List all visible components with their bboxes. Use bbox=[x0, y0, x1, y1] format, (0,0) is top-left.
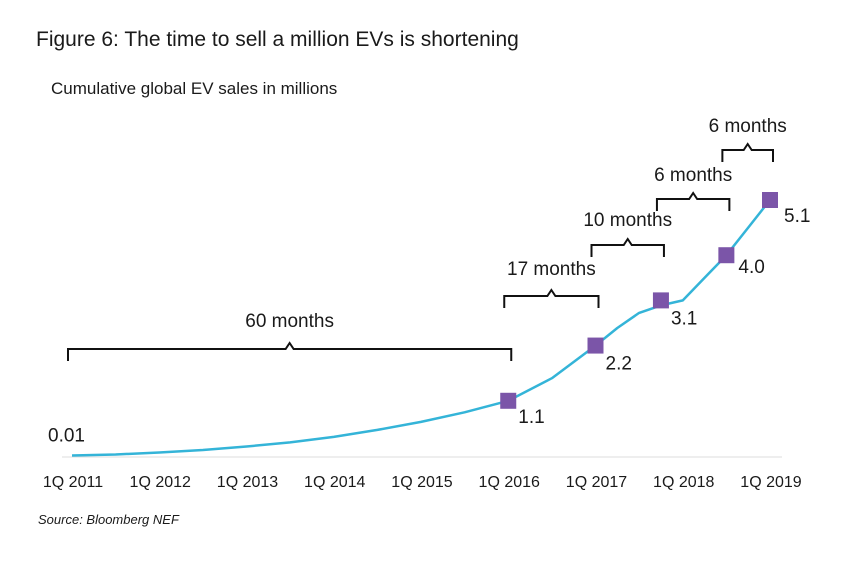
series-line-path bbox=[71, 199, 771, 457]
data-label: 5.1 bbox=[784, 206, 810, 227]
bracket-annotations: 60 months 17 months 10 months 6 months 6 mon… bbox=[67, 116, 787, 361]
milestone-marker bbox=[500, 392, 517, 409]
period-label: 60 months bbox=[245, 311, 334, 332]
milestone-marker bbox=[718, 247, 735, 264]
x-tick-label: 1Q 2017 bbox=[566, 474, 627, 491]
period-label: 17 months bbox=[507, 259, 596, 280]
x-tick-label: 1Q 2013 bbox=[217, 474, 278, 491]
period-bracket bbox=[67, 341, 513, 361]
chart-subtitle: Cumulative global EV sales in millions bbox=[51, 79, 338, 98]
x-tick-label: 1Q 2015 bbox=[391, 474, 452, 491]
data-label: 1.1 bbox=[518, 407, 544, 428]
chart-title: Figure 6: The time to sell a million EVs… bbox=[36, 28, 519, 51]
data-label: 3.1 bbox=[671, 308, 697, 329]
x-tick-label: 1Q 2019 bbox=[740, 474, 801, 491]
source-note: Source: Bloomberg NEF bbox=[38, 512, 179, 527]
data-label: 4.0 bbox=[738, 257, 764, 278]
milestone-marker bbox=[587, 337, 604, 354]
x-tick-label: 1Q 2011 bbox=[43, 474, 103, 491]
period-bracket bbox=[503, 288, 600, 308]
series-line bbox=[71, 199, 771, 457]
period-bracket bbox=[721, 142, 774, 162]
x-tick-label: 1Q 2012 bbox=[130, 474, 191, 491]
x-tick-label: 1Q 2014 bbox=[304, 474, 365, 491]
period-label: 6 months bbox=[654, 165, 732, 186]
milestone-markers bbox=[500, 192, 778, 409]
period-label: 6 months bbox=[709, 116, 787, 137]
start-value-label: 0.01 bbox=[48, 425, 85, 446]
x-tick-label: 1Q 2016 bbox=[479, 474, 540, 491]
x-axis: 1Q 2011 1Q 2012 1Q 2013 1Q 2014 1Q 2015 1Q 20… bbox=[43, 456, 802, 491]
data-label: 2.2 bbox=[606, 354, 632, 375]
milestone-marker bbox=[652, 292, 669, 309]
period-bracket bbox=[590, 237, 665, 257]
milestone-marker bbox=[762, 192, 778, 208]
data-labels: 1.1 2.2 3.1 4.0 5.1 0.01 bbox=[48, 206, 810, 446]
x-tick-label: 1Q 2018 bbox=[653, 474, 714, 491]
period-bracket bbox=[655, 191, 731, 211]
period-label: 10 months bbox=[583, 210, 672, 231]
